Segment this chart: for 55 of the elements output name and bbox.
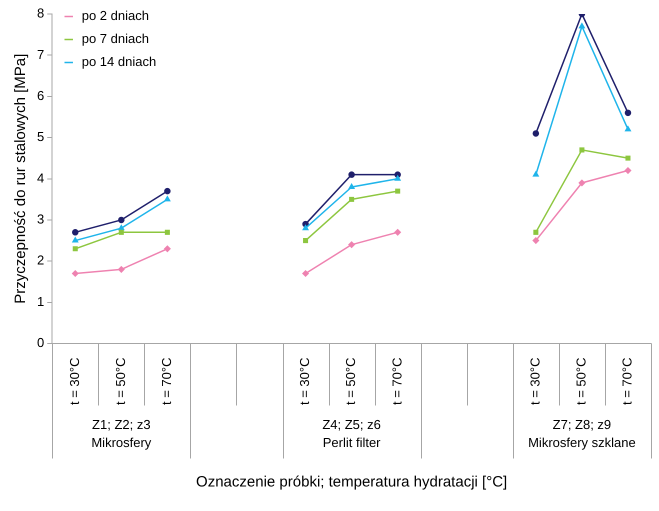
x-tick-label: t = 70°C — [620, 358, 635, 406]
y-tick-label: 0 — [36, 335, 44, 350]
point — [164, 246, 171, 252]
point — [164, 188, 171, 194]
point — [579, 147, 584, 152]
point — [578, 180, 586, 186]
point — [349, 196, 354, 202]
y-tick-label: 5 — [36, 129, 44, 144]
x-tick-label: t = 70°C — [389, 358, 404, 406]
point — [118, 216, 125, 224]
x-tick-label: t = 30°C — [66, 358, 82, 406]
legend-label: po 14 dniach — [82, 54, 156, 70]
text: Z7; Z8; z9 Mikrosfery szklane — [528, 417, 636, 450]
point — [302, 270, 309, 277]
point — [532, 171, 539, 177]
x-tick-label: t = 30°C — [527, 358, 542, 406]
point — [532, 237, 540, 244]
y-tick-label: 2 — [36, 252, 44, 268]
y-tick-label: 3 — [36, 212, 44, 227]
point — [348, 171, 355, 178]
x-tick-label: t = 50°C — [573, 358, 588, 406]
point — [303, 238, 308, 244]
y-axis-title: Przyczepność do rur stalowych [MPa] — [12, 54, 30, 304]
y-tick-label: 8 — [36, 6, 44, 21]
point — [394, 229, 401, 236]
point — [72, 246, 78, 252]
point — [395, 188, 400, 194]
y-tick-label: 7 — [36, 46, 44, 62]
point — [624, 110, 632, 116]
point — [72, 229, 79, 236]
point — [72, 270, 79, 277]
point — [118, 266, 125, 273]
point — [118, 224, 124, 230]
x-tick-label: t = 50°C — [112, 358, 128, 406]
x-tick-label: t = 70°C — [158, 358, 174, 406]
text: Z4; Z5; z6 Perlit filter — [322, 417, 382, 450]
point — [72, 237, 78, 243]
text: Z1; Z2; z3 Mikrosfery — [91, 417, 152, 450]
point — [118, 230, 124, 235]
legend-label: po 2 dniach — [82, 8, 149, 24]
point — [164, 230, 170, 235]
point — [533, 230, 538, 235]
y-tick-label: 4 — [36, 170, 44, 186]
point — [532, 130, 540, 137]
legend-label: po 7 dniach — [82, 31, 149, 46]
y-tick-label: 6 — [36, 88, 44, 103]
point — [348, 184, 355, 189]
x-tick-label: t = 30°C — [297, 358, 312, 406]
point — [348, 241, 355, 248]
x-tick-label: t = 50°C — [343, 358, 358, 406]
point — [624, 167, 632, 174]
point — [625, 156, 630, 161]
point — [302, 224, 308, 230]
x-axis-title: Oznaczenie próbki; temperatura hydratacji [°C] — [196, 474, 508, 491]
y-tick-label: 1 — [36, 294, 44, 309]
